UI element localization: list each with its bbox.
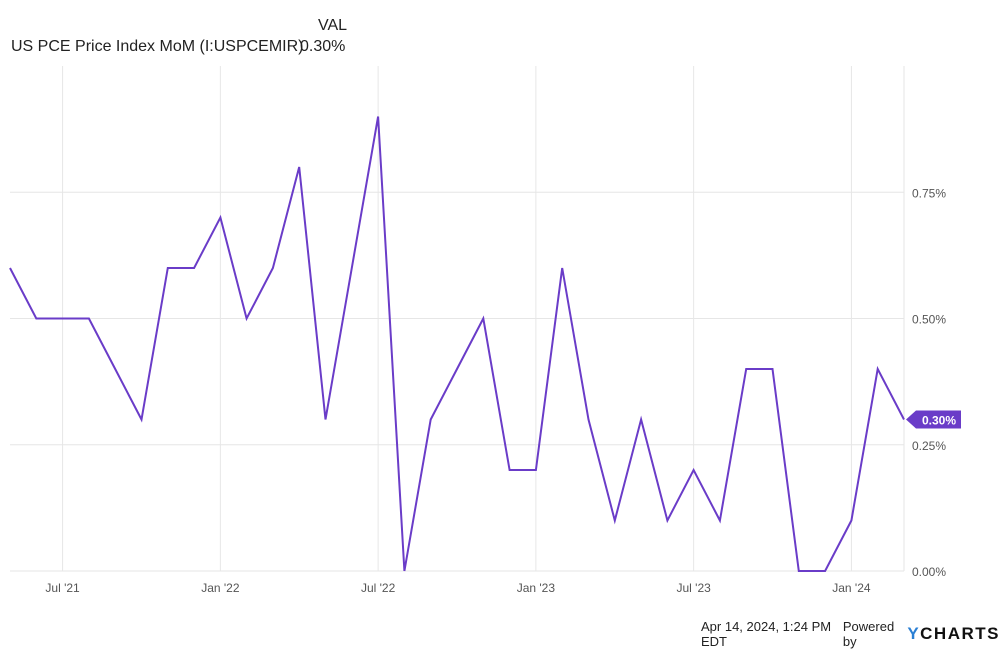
- footer: Apr 14, 2024, 1:24 PM EDT Powered by YCH…: [701, 619, 1000, 649]
- ycharts-logo[interactable]: YCHARTS: [907, 624, 1000, 643]
- x-tick-label: Jan '23: [517, 581, 556, 595]
- y-tick-label: 0.75%: [912, 186, 946, 200]
- legend-series-value: 0.30%: [300, 38, 346, 55]
- series-line: [9, 116, 905, 572]
- x-tick-label: Jan '24: [832, 581, 871, 595]
- x-tick-label: Jan '22: [201, 581, 240, 595]
- last-value-label: 0.30%: [922, 414, 956, 428]
- x-tick-label: Jul '21: [45, 581, 80, 595]
- y-tick-label: 0.25%: [912, 439, 946, 453]
- y-tick-label: 0.00%: [912, 565, 946, 579]
- x-tick-label: Jul '23: [676, 581, 711, 595]
- x-tick-label: Jul '22: [361, 581, 396, 595]
- last-value-badge: [906, 410, 961, 429]
- y-tick-label: 0.50%: [912, 313, 946, 327]
- timestamp: Apr 14, 2024, 1:24 PM EDT: [701, 619, 832, 649]
- value-column-header: VAL: [318, 17, 348, 34]
- powered-by-text: Powered by: [842, 619, 895, 649]
- legend-series-name: US PCE Price Index MoM (I:USPCEMIR): [11, 38, 304, 55]
